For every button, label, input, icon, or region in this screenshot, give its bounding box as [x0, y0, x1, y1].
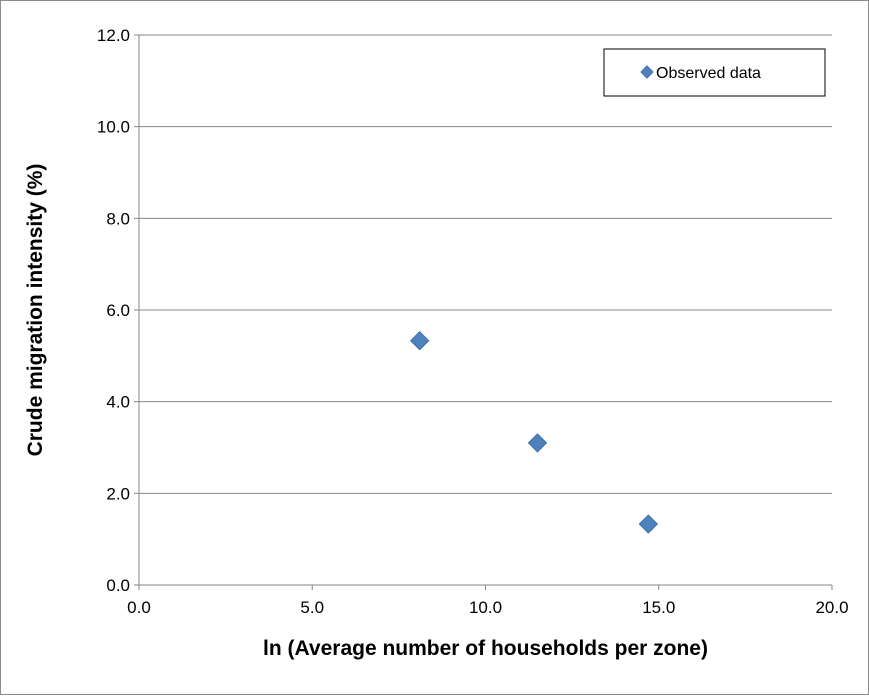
- x-tick-label: 0.0: [127, 598, 151, 617]
- data-point-diamond: [409, 331, 430, 351]
- y-tick-label: 2.0: [106, 484, 130, 503]
- y-tick-label: 12.0: [97, 26, 130, 45]
- ticks: 0.0 2.0 4.0 6.0 8.0 10.0 12.0 0.0 5.0 10.0 15.0 20.…: [97, 26, 849, 617]
- x-tick-label: 10.0: [469, 598, 502, 617]
- y-tick-label: 4.0: [106, 393, 130, 412]
- legend-marker-diamond: [640, 65, 654, 79]
- x-tick-label: 5.0: [300, 598, 324, 617]
- legend: Observed data: [603, 48, 826, 97]
- y-tick-label: 6.0: [106, 301, 130, 320]
- gridlines: [139, 34, 832, 494]
- x-tick-label: 20.0: [815, 598, 848, 617]
- data-point-diamond: [638, 514, 659, 534]
- x-axis-title: ln (Average number of households per zon…: [263, 637, 708, 660]
- data-point-diamond: [527, 433, 548, 453]
- x-tick-label: 15.0: [642, 598, 675, 617]
- y-axis-title: Crude migration intensity (%): [24, 164, 47, 457]
- y-tick-label: 10.0: [97, 118, 130, 137]
- y-tick-label: 8.0: [106, 209, 130, 228]
- legend-label: Observed data: [656, 65, 761, 82]
- data-points: [409, 331, 659, 534]
- y-tick-label: 0.0: [106, 576, 130, 595]
